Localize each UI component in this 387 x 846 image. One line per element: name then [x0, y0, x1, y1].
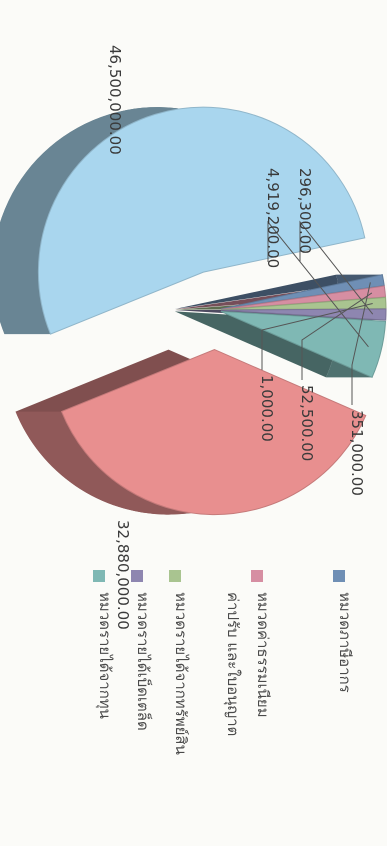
data-label-property: 1,000.00 — [258, 375, 276, 442]
data-labels: 351,000.00 52,500.00 1,000.00 296,300.00… — [106, 45, 366, 630]
data-label-tax: 351,000.00 — [348, 410, 366, 496]
slice-rim-blue-slice — [0, 107, 365, 335]
legend-label-property: หมวดรายได้จากทรัพย์สิน — [172, 592, 190, 755]
pie-slice-capital — [220, 310, 387, 378]
data-label-fees: 52,500.00 — [298, 385, 316, 461]
slice-side-tax — [174, 274, 385, 309]
leader-lines — [261, 220, 374, 405]
legend-label-fees-line2: ค่าปรับ และใบอนุญาต — [223, 592, 242, 736]
pie-layer — [0, 106, 387, 516]
leader-line-property — [261, 303, 373, 370]
legend-label-fees: หมวดค่าธรรมเนียม ค่าปรับ และใบอนุญาต — [223, 592, 272, 736]
leader-line-tax — [351, 282, 371, 405]
leader-line-fees — [301, 292, 373, 380]
legend-swatch-tax — [333, 570, 345, 582]
legend-label-capital: หมวดรายได้จากทุน — [95, 592, 114, 719]
legend-label-misc: หมวดรายได้เบ็ดเตล็ด — [134, 592, 153, 731]
legend-label-fees-line1: หมวดค่าธรรมเนียม — [254, 592, 272, 718]
data-label-misc: 296,300.00 — [296, 168, 314, 254]
leader-line-misc — [299, 220, 374, 315]
data-label-capital: 4,919,200.00 — [264, 168, 282, 268]
data-label-red-slice: 32,880,000.00 — [114, 520, 132, 630]
legend: หมวดภาษีอากร หมวดค่าธรรมเนียม ค่าปรับ และ… — [93, 570, 354, 755]
pie-slice-blue-slice — [37, 106, 366, 335]
data-label-blue-slice: 46,500,000.00 — [106, 45, 124, 155]
legend-swatch-capital — [93, 570, 105, 582]
pie-slice-red-slice — [60, 349, 367, 516]
legend-swatch-fees — [251, 570, 263, 582]
leader-line-capital — [267, 220, 369, 348]
legend-swatch-misc — [131, 570, 143, 582]
legend-swatch-property — [169, 570, 181, 582]
legend-label-tax: หมวดภาษีอากร — [336, 592, 354, 693]
